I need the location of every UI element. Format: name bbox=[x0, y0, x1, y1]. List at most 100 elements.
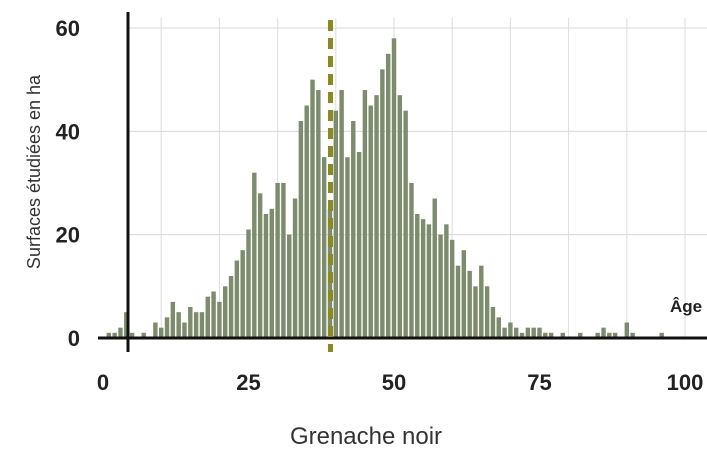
bar bbox=[415, 214, 420, 338]
bar bbox=[385, 53, 391, 338]
bar bbox=[374, 95, 379, 338]
bar bbox=[479, 265, 484, 338]
bar bbox=[257, 193, 263, 338]
bar bbox=[560, 332, 565, 338]
bar-series bbox=[106, 38, 664, 339]
bar bbox=[228, 276, 234, 338]
bar bbox=[449, 239, 455, 338]
bar bbox=[316, 90, 321, 338]
bar bbox=[624, 322, 630, 338]
x-tick-labels: 0 25 50 75 100 bbox=[97, 370, 703, 395]
bar bbox=[275, 183, 280, 338]
bar bbox=[612, 332, 618, 338]
bar bbox=[223, 286, 228, 338]
bar bbox=[339, 90, 344, 338]
grid-lines bbox=[128, 18, 707, 339]
bar bbox=[537, 327, 542, 338]
bar bbox=[444, 224, 449, 338]
x-tick-label: 75 bbox=[527, 370, 551, 395]
bar bbox=[246, 229, 251, 338]
bar bbox=[304, 105, 309, 338]
bar bbox=[234, 260, 240, 338]
annotation-label: Âge bbox=[670, 297, 702, 316]
bar bbox=[351, 121, 356, 338]
bar bbox=[153, 322, 158, 338]
bar bbox=[548, 332, 554, 338]
bar bbox=[467, 270, 472, 338]
bar bbox=[217, 301, 222, 338]
y-tick-label: 60 bbox=[56, 16, 80, 41]
bar bbox=[240, 250, 245, 338]
bar bbox=[106, 332, 112, 338]
bar bbox=[310, 79, 315, 339]
bar bbox=[321, 157, 327, 338]
bar bbox=[124, 312, 129, 338]
bar bbox=[432, 198, 437, 338]
bar bbox=[630, 332, 635, 338]
y-tick-label: 40 bbox=[56, 119, 80, 144]
x-axis-label: Grenache noir bbox=[290, 423, 442, 449]
bar bbox=[211, 291, 216, 338]
bar bbox=[158, 327, 164, 338]
bar bbox=[129, 332, 135, 338]
bar bbox=[380, 69, 385, 338]
bar bbox=[426, 224, 432, 338]
y-tick-label: 0 bbox=[68, 326, 80, 351]
bar bbox=[281, 183, 286, 338]
bar bbox=[595, 332, 600, 338]
bar bbox=[164, 317, 170, 338]
bar bbox=[578, 332, 583, 338]
bar bbox=[368, 105, 373, 338]
bar bbox=[519, 332, 525, 338]
axes bbox=[98, 12, 707, 352]
bar bbox=[287, 234, 292, 338]
x-tick-label: 50 bbox=[382, 370, 406, 395]
bar bbox=[525, 327, 531, 338]
bar bbox=[298, 121, 304, 338]
bar bbox=[345, 157, 350, 338]
bar bbox=[543, 332, 548, 338]
bar bbox=[252, 172, 257, 338]
bar bbox=[188, 307, 193, 338]
bar bbox=[514, 327, 519, 338]
bar bbox=[199, 312, 205, 338]
bar bbox=[182, 322, 187, 338]
bar bbox=[397, 95, 403, 338]
bar bbox=[205, 296, 210, 338]
bar bbox=[362, 90, 368, 338]
y-tick-labels: 0 20 40 60 bbox=[56, 16, 80, 351]
x-tick-label: 100 bbox=[667, 370, 704, 395]
bar bbox=[263, 214, 269, 338]
bar bbox=[141, 332, 146, 338]
bar bbox=[496, 317, 501, 338]
bar bbox=[473, 286, 478, 338]
bar bbox=[112, 332, 117, 338]
bar bbox=[502, 327, 507, 338]
bar bbox=[176, 312, 181, 338]
y-axis-label: Surfaces étudiées en ha bbox=[24, 74, 44, 269]
bar bbox=[438, 234, 443, 338]
bar bbox=[409, 183, 414, 338]
bar bbox=[607, 332, 612, 338]
bar bbox=[508, 322, 513, 338]
bar bbox=[484, 286, 490, 338]
bar bbox=[118, 327, 123, 338]
bar bbox=[269, 208, 274, 338]
bar bbox=[170, 301, 176, 338]
bar bbox=[356, 152, 362, 338]
bar bbox=[420, 219, 426, 338]
bar bbox=[455, 265, 461, 338]
bar bbox=[292, 198, 298, 338]
bar bbox=[601, 327, 606, 338]
bar bbox=[193, 312, 199, 338]
x-tick-label: 25 bbox=[236, 370, 260, 395]
bar bbox=[333, 110, 339, 338]
bar bbox=[391, 38, 397, 338]
x-tick-label: 0 bbox=[97, 370, 109, 395]
bar bbox=[531, 327, 536, 338]
bar bbox=[403, 110, 408, 338]
bar bbox=[659, 332, 664, 338]
bar bbox=[461, 250, 467, 338]
bar bbox=[490, 307, 496, 338]
